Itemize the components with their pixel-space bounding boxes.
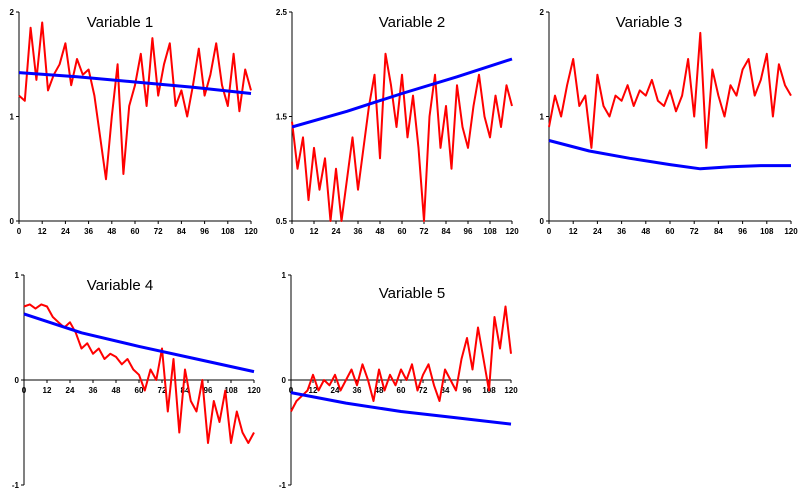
- x-tick-label: 12: [569, 227, 578, 236]
- x-tick-label: 0: [547, 227, 552, 236]
- x-tick-label: 108: [221, 227, 235, 236]
- x-tick-label: 0: [290, 227, 295, 236]
- x-tick-label: 0: [17, 227, 22, 236]
- y-tick-label: 1: [15, 271, 20, 280]
- x-tick-label: 72: [690, 227, 699, 236]
- y-tick-label: 1: [282, 271, 287, 280]
- y-tick-label: -1: [12, 481, 20, 490]
- y-tick-label: 0: [540, 217, 545, 226]
- x-tick-label: 84: [177, 227, 186, 236]
- series-line-blue: [291, 57, 513, 129]
- x-tick-label: 72: [154, 227, 163, 236]
- y-tick-label: 1: [10, 113, 15, 122]
- x-tick-label: 60: [131, 227, 140, 236]
- x-tick-label: 12: [43, 386, 52, 395]
- x-tick-label: 12: [309, 386, 318, 395]
- y-tick-label: 0: [10, 217, 15, 226]
- x-tick-label: 48: [112, 386, 121, 395]
- series-line-red: [291, 52, 513, 222]
- panel-title: Variable 3: [616, 14, 682, 31]
- series-line-red: [548, 31, 792, 149]
- x-tick-label: 60: [398, 227, 407, 236]
- x-tick-label: 84: [441, 386, 450, 395]
- x-tick-label: 120: [247, 386, 261, 395]
- series-line-red: [290, 305, 512, 412]
- x-tick-label: 108: [760, 227, 774, 236]
- x-tick-label: 0: [22, 386, 27, 395]
- x-tick-label: 108: [483, 227, 497, 236]
- x-tick-label: 36: [353, 386, 362, 395]
- x-tick-label: 48: [107, 227, 116, 236]
- series-line-blue: [548, 139, 791, 171]
- x-tick-label: 36: [354, 227, 363, 236]
- x-tick-label: 24: [61, 227, 70, 236]
- panel-title: Variable 2: [379, 14, 445, 31]
- x-tick-label: 84: [714, 227, 723, 236]
- x-tick-label: 0: [289, 386, 294, 395]
- x-tick-label: 120: [504, 386, 518, 395]
- series-line-red: [18, 21, 252, 181]
- x-tick-label: 48: [641, 227, 650, 236]
- panel-2: 0.5 1.5 2.5 0 12 24 36 48 60 72 84 96 108 120 Variable…: [276, 8, 519, 236]
- x-tick-label: 120: [505, 227, 519, 236]
- x-tick-label: 84: [181, 386, 190, 395]
- series-line-blue: [18, 71, 252, 95]
- x-tick-label: 120: [244, 227, 258, 236]
- y-tick-label: 1: [540, 113, 545, 122]
- y-tick-label: 0: [15, 376, 20, 385]
- x-tick-label: 60: [135, 386, 144, 395]
- y-tick-label: -1: [279, 481, 287, 490]
- panel-title: Variable 1: [87, 14, 153, 31]
- x-tick-label: 60: [666, 227, 675, 236]
- x-tick-label: 72: [419, 386, 428, 395]
- x-tick-label: 60: [397, 386, 406, 395]
- x-tick-label: 120: [784, 227, 798, 236]
- series-line-blue: [23, 312, 255, 374]
- panel-title: Variable 4: [87, 277, 153, 294]
- y-tick-label: 2.5: [276, 8, 288, 17]
- x-tick-label: 36: [617, 227, 626, 236]
- panel-title: Variable 5: [379, 285, 445, 302]
- y-tick-label: 0.5: [276, 217, 288, 226]
- y-tick-label: 0: [282, 376, 287, 385]
- x-tick-label: 24: [331, 386, 340, 395]
- x-tick-label: 24: [66, 386, 75, 395]
- x-tick-label: 96: [204, 386, 213, 395]
- x-tick-label: 96: [200, 227, 209, 236]
- x-tick-label: 84: [442, 227, 451, 236]
- x-tick-label: 108: [224, 386, 238, 395]
- x-tick-label: 12: [38, 227, 47, 236]
- x-tick-label: 48: [376, 227, 385, 236]
- y-tick-label: 2: [540, 8, 545, 17]
- x-tick-label: 72: [420, 227, 429, 236]
- y-tick-label: 2: [10, 8, 15, 17]
- x-tick-label: 24: [593, 227, 602, 236]
- x-tick-label: 96: [464, 227, 473, 236]
- x-tick-label: 12: [310, 227, 319, 236]
- x-tick-label: 72: [158, 386, 167, 395]
- x-tick-label: 96: [463, 386, 472, 395]
- x-tick-label: 24: [332, 227, 341, 236]
- x-tick-label: 48: [375, 386, 384, 395]
- panel-4: -1 0 1 0 12 24 36 48 60 72 84 96 108 120 Variable 4: [12, 271, 261, 490]
- x-tick-label: 36: [89, 386, 98, 395]
- series-line-blue: [290, 391, 512, 426]
- x-tick-label: 96: [738, 227, 747, 236]
- x-tick-label: 36: [84, 227, 93, 236]
- y-tick-label: 1.5: [276, 113, 288, 122]
